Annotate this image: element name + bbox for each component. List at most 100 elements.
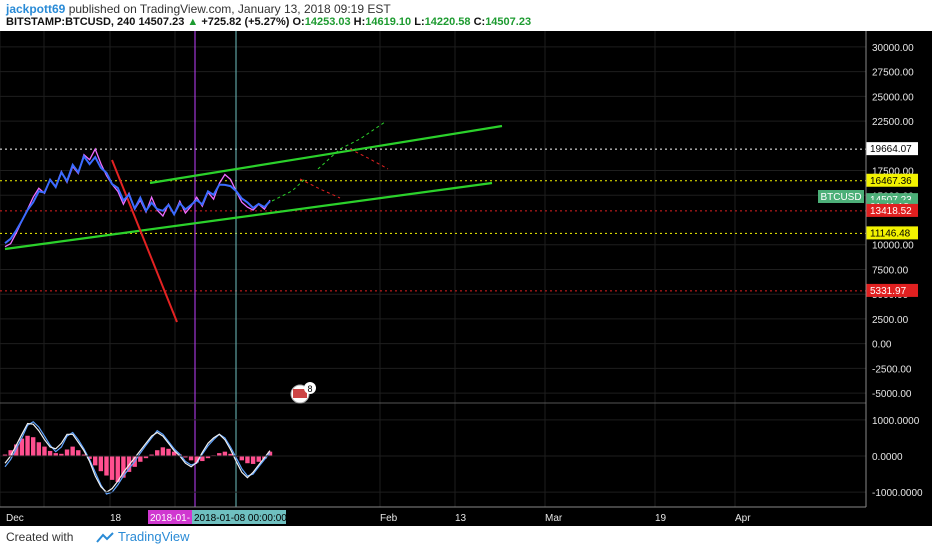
y-tick-label: 25000.00 [872, 92, 914, 103]
symbol-tag-group: BTCUSD [818, 190, 864, 203]
upper-channel-line[interactable] [149, 124, 503, 185]
oscillator-axis: 1000.0000 0.0000 -1000.0000 [872, 416, 923, 499]
histogram-bar [183, 456, 188, 458]
badge-circle [304, 382, 316, 394]
author-link[interactable]: jackpott69 [6, 2, 66, 16]
price-label-box-1 [866, 173, 918, 187]
price-labels: 19664.0716467.3614507.2301:41:1813418.52… [866, 142, 918, 297]
histogram-bar [87, 456, 92, 459]
histogram-bar [93, 456, 98, 466]
price-label: 16467.36 [870, 176, 912, 187]
symbol-tag-box [818, 190, 864, 203]
chart-area[interactable]: 30000.00 27500.00 25000.00 22500.00 17500.00… [0, 31, 932, 526]
histogram-bar [36, 442, 42, 456]
lower-channel-line[interactable] [4, 181, 493, 251]
cursor-date-2: 2018-01-08 00:00:00 [194, 513, 287, 524]
histogram-bar [8, 450, 13, 456]
histogram-bar [70, 446, 75, 456]
histogram-bar [2, 454, 8, 456]
y-tick-label: 27500.00 [872, 68, 914, 79]
x-tick-label: 13 [455, 513, 467, 524]
green-dotted-path-1 [271, 178, 306, 202]
x-tick-label: Dec [6, 513, 24, 524]
high-value: 14619.10 [365, 16, 412, 28]
histogram-bar [160, 447, 166, 456]
publish-line: jackpott69 published on TradingView.com,… [6, 2, 391, 16]
x-tick-label: 18 [110, 513, 122, 524]
cursor-date-box-1 [148, 510, 192, 524]
histogram-bar [81, 454, 87, 456]
symbol-tag: BTCUSD [820, 192, 861, 203]
y-tick-label: 7500.00 [872, 265, 909, 276]
histogram-bar [115, 456, 120, 483]
close-value: 14507.23 [485, 16, 532, 28]
footer: Created with TradingView [0, 526, 932, 550]
histogram-bar [121, 456, 126, 478]
price-label: 5331.97 [870, 286, 907, 297]
y-tick-label: 30000.00 [872, 43, 914, 54]
change-arrow-icon: ▲ [187, 16, 199, 28]
tradingview-brand[interactable]: TradingView [96, 529, 190, 544]
price-label-box-4 [866, 203, 918, 217]
open-label: O: [292, 16, 305, 28]
histogram-bar [104, 456, 109, 476]
histogram-bar [76, 450, 81, 456]
low-label: L: [414, 16, 425, 28]
time-axis[interactable]: Dec 18 Feb 13 Mar 19 Apr [0, 506, 932, 526]
price-label: 13418.52 [870, 206, 912, 217]
badge-count: 8 [307, 384, 312, 394]
red-trend-line[interactable] [111, 159, 178, 323]
histogram-bar [171, 451, 177, 456]
green-dotted-path-2 [317, 121, 386, 170]
brand-name: TradingView [118, 529, 190, 544]
red-dotted-path-2 [349, 148, 389, 170]
grid-lines [0, 31, 866, 507]
y-tick-label: 0.00 [872, 340, 892, 351]
histogram-bar [200, 456, 205, 462]
macd-line [4, 422, 271, 493]
histogram-bar [25, 435, 30, 456]
histogram-bar [42, 446, 47, 456]
low-value: 14220.58 [424, 16, 471, 28]
flag-badge[interactable]: 8 [290, 382, 316, 404]
signal-line [4, 420, 271, 495]
histogram-bar [217, 453, 222, 456]
histogram-bar [205, 456, 211, 459]
osc-tick-label: 0.0000 [872, 452, 903, 463]
histogram-bar [53, 453, 58, 456]
y-tick-label: -5000.00 [872, 389, 912, 400]
symbol-name: BITSTAMP:BTCUSD, 240 [6, 16, 136, 28]
histogram-bar [138, 456, 143, 462]
histogram-bar [59, 453, 64, 456]
price-label: 11146.48 [870, 228, 911, 239]
histogram-bar [256, 456, 261, 462]
histogram-bar [64, 449, 70, 456]
moving-average-line [4, 154, 271, 244]
histogram-bar [239, 456, 245, 461]
chart-svg[interactable]: 30000.00 27500.00 25000.00 22500.00 17500.00… [0, 31, 932, 526]
histogram-bar [143, 456, 149, 459]
high-label: H: [353, 16, 366, 28]
y-tick-label: 17500.00 [872, 167, 914, 178]
histogram-bar [47, 450, 53, 456]
x-tick-label: Feb [380, 513, 398, 524]
x-tick-label: Mar [545, 513, 563, 524]
price-change: +725.82 (+5.27%) [201, 16, 290, 28]
histogram-bar [30, 437, 36, 456]
histogram-bar [126, 456, 132, 472]
close-label: C: [473, 16, 486, 28]
histogram-bar [188, 456, 194, 461]
trend-drawings [4, 121, 503, 323]
histogram-bar [109, 456, 115, 480]
symbol-line: BITSTAMP:BTCUSD, 240 14507.23 ▲ +725.82 … [6, 16, 531, 28]
chart-background [0, 31, 932, 526]
y-tick-label: 22500.00 [872, 117, 914, 128]
histogram-bar [228, 453, 233, 456]
x-tick-label: 19 [655, 513, 667, 524]
cursor-date-1: 2018-01- [150, 513, 190, 524]
histogram-bar [250, 456, 256, 464]
osc-tick-label: 1000.0000 [872, 416, 920, 427]
osc-tick-label: -1000.0000 [872, 488, 923, 499]
tradingview-logo-icon [96, 532, 114, 543]
price-label: 19664.07 [870, 144, 912, 155]
